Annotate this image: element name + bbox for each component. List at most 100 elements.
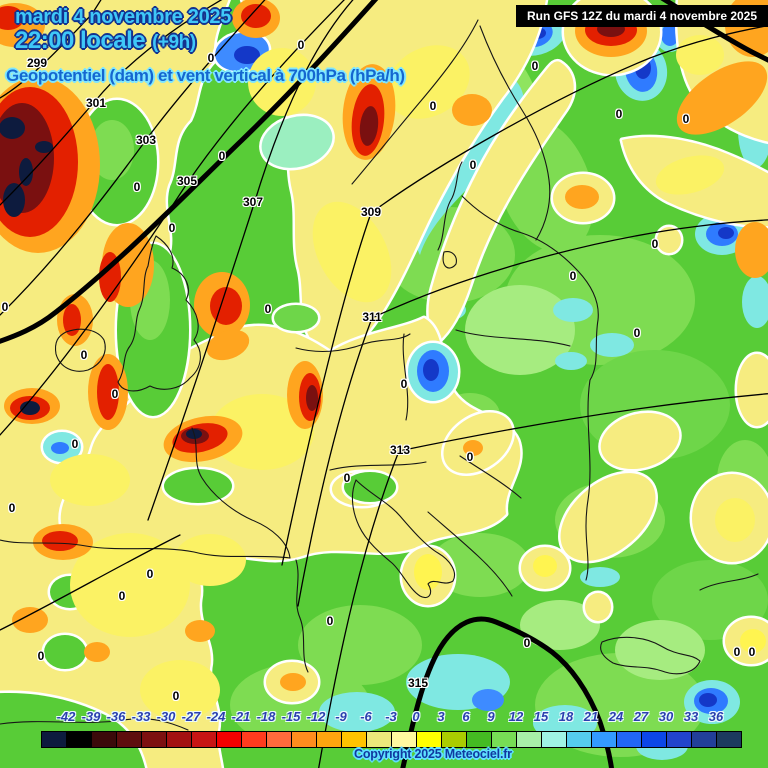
- zero-label: 0: [651, 237, 659, 251]
- scale-tick-label: 30: [658, 709, 674, 724]
- hole-cores: [51, 46, 449, 454]
- zero-label: 0: [343, 471, 351, 485]
- contour-label: 315: [407, 676, 429, 690]
- zero-label: 0: [523, 636, 531, 650]
- scale-color-box: [91, 731, 117, 748]
- scale-tick-label: -42: [56, 709, 76, 724]
- contour-label: 313: [389, 443, 411, 457]
- zero-label: 0: [469, 158, 477, 172]
- zero-label: 0: [615, 107, 623, 121]
- scale-tick-label: -36: [106, 709, 126, 724]
- scale-tick-label: -30: [156, 709, 176, 724]
- zero-label: 0: [326, 614, 334, 628]
- local-time: 22:00 locale: [15, 27, 146, 54]
- zero-label: 0: [146, 567, 154, 581]
- scale-color-box: [141, 731, 167, 748]
- scale-tick-label: 6: [462, 709, 470, 724]
- scale-color-box: [641, 731, 667, 748]
- scale-tick-label: 36: [708, 709, 724, 724]
- zero-label: 0: [80, 348, 88, 362]
- scale-tick-label: 12: [508, 709, 524, 724]
- zero-label: 0: [466, 450, 474, 464]
- forecast-offset: (+9h): [152, 32, 196, 53]
- scale-tick-label: 24: [608, 709, 624, 724]
- zero-label: 0: [569, 269, 577, 283]
- scale-color-box: [491, 731, 517, 748]
- scale-tick-label: -18: [256, 709, 276, 724]
- zero-label: 0: [633, 326, 641, 340]
- contour-label: 303: [135, 133, 157, 147]
- scale-color-box: [591, 731, 617, 748]
- scale-color-box: [66, 731, 92, 748]
- scale-tick-label: -21: [231, 709, 251, 724]
- scale-color-box: [666, 731, 692, 748]
- zero-label: 0: [682, 112, 690, 126]
- run-info-box: Run GFS 12Z du mardi 4 novembre 2025: [516, 5, 768, 27]
- zero-label: 0: [531, 59, 539, 73]
- contour-label: 309: [360, 205, 382, 219]
- zero-label: 0: [264, 302, 272, 316]
- zero-label: 0: [118, 589, 126, 603]
- scale-tick-label: 3: [437, 709, 445, 724]
- contour-label: 307: [242, 195, 264, 209]
- copyright-label: Copyright 2025 Meteociel.fr: [354, 747, 512, 761]
- contour-label: 299: [26, 56, 48, 70]
- scale-color-box: [716, 731, 742, 748]
- zero-label: 0: [429, 99, 437, 113]
- scale-color-box: [466, 731, 492, 748]
- scale-tick-label: -9: [335, 709, 347, 724]
- scale-tick-label: -6: [360, 709, 372, 724]
- zero-label: 0: [207, 51, 215, 65]
- scale-color-box: [541, 731, 567, 748]
- scale-color-box: [566, 731, 592, 748]
- scale-color-box: [41, 731, 67, 748]
- scale-tick-label: 15: [533, 709, 549, 724]
- scale-tick-label: 9: [487, 709, 495, 724]
- scale-color-box: [116, 731, 142, 748]
- parameter-subtitle: Geopotentiel (dam) et vent vertical à 70…: [6, 66, 405, 85]
- scale-color-box: [291, 731, 317, 748]
- scale-color-box: [241, 731, 267, 748]
- scale-tick-label: 18: [558, 709, 574, 724]
- zero-label: 0: [8, 501, 16, 515]
- scale-color-box: [366, 731, 392, 748]
- scale-color-box: [266, 731, 292, 748]
- zero-label: 0: [111, 387, 119, 401]
- scale-color-box: [316, 731, 342, 748]
- scale-tick-label: -27: [181, 709, 201, 724]
- scale-tick-label: 27: [633, 709, 649, 724]
- zero-label: 0: [1, 300, 9, 314]
- scale-tick-label: -33: [131, 709, 151, 724]
- scale-tick-label: -39: [81, 709, 101, 724]
- zero-label: 0: [172, 689, 180, 703]
- scale-color-box: [516, 731, 542, 748]
- contour-label: 305: [176, 174, 198, 188]
- zero-label: 0: [133, 180, 141, 194]
- zero-label: 0: [37, 649, 45, 663]
- zero-label: 0: [218, 149, 226, 163]
- zero-label: 0: [168, 221, 176, 235]
- scale-color-box: [341, 731, 367, 748]
- scale-color-box: [391, 731, 417, 748]
- scale-color-box: [191, 731, 217, 748]
- scale-tick-label: -3: [385, 709, 397, 724]
- scale-tick-label: -15: [281, 709, 301, 724]
- scale-tick-label: 0: [412, 709, 420, 724]
- contour-label: 311: [362, 310, 382, 324]
- scale-color-box: [441, 731, 467, 748]
- zero-label: 0: [733, 645, 741, 659]
- contour-label: 301: [85, 96, 107, 110]
- coastlines: [0, 19, 759, 731]
- scale-tick-label: -24: [206, 709, 226, 724]
- zero-label: 0: [297, 38, 305, 52]
- zero-label: 0: [400, 377, 408, 391]
- scale-color-box: [616, 731, 642, 748]
- date-label: mardi 4 novembre 2025: [15, 6, 232, 28]
- scale-tick-label: 33: [683, 709, 699, 724]
- zero-label: 0: [71, 437, 79, 451]
- zero-label: 0: [748, 645, 756, 659]
